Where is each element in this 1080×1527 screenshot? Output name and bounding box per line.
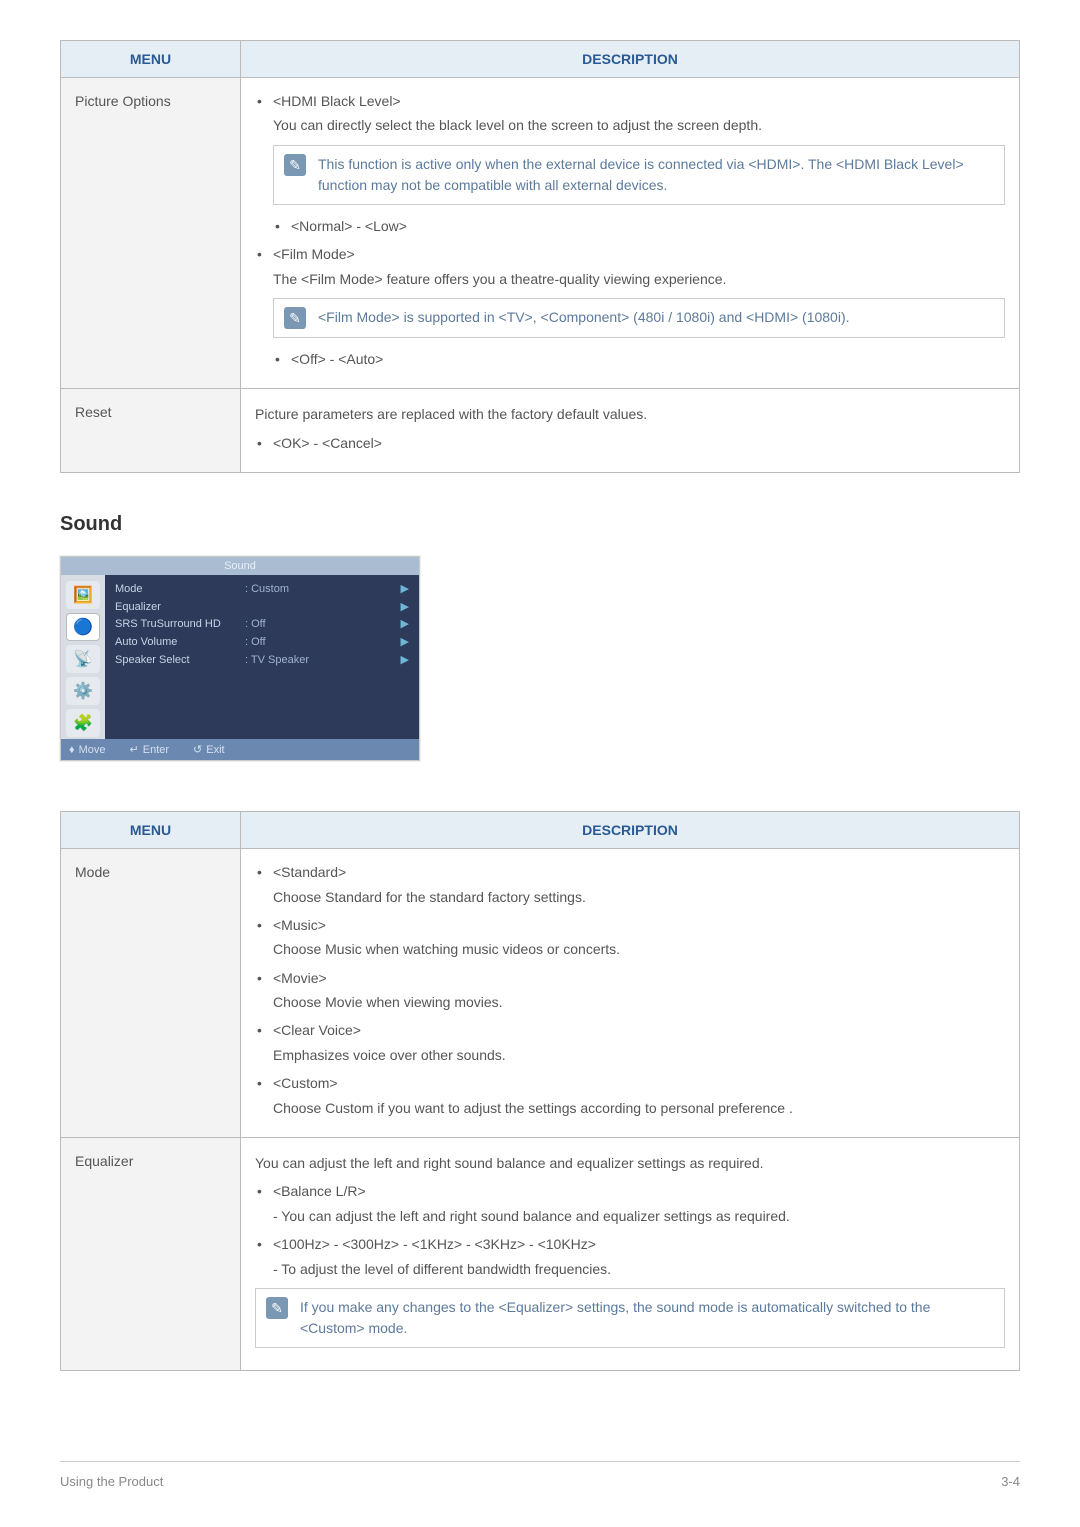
osd-row-value: : Custom xyxy=(245,581,395,599)
chevron-right-icon: ▶ xyxy=(401,599,409,617)
note-box: ✎ This function is active only when the … xyxy=(273,145,1005,205)
menu-cell: Reset xyxy=(61,389,241,473)
osd-row-label: SRS TruSurround HD xyxy=(115,616,245,634)
chevron-right-icon: ▶ xyxy=(401,634,409,652)
note-icon: ✎ xyxy=(284,307,306,329)
item-desc: Emphasizes voice over other sounds. xyxy=(273,1044,1005,1066)
osd-title: Sound xyxy=(61,557,419,575)
osd-tab-input-icon: 🧩 xyxy=(66,709,100,737)
sound-table: MENU DESCRIPTION Mode <Standard> Choose S… xyxy=(60,811,1020,1371)
col-menu-header: MENU xyxy=(61,812,241,849)
item-title: <Movie> xyxy=(273,970,327,986)
item-desc: The <Film Mode> feature offers you a the… xyxy=(273,268,1005,290)
osd-row-label: Equalizer xyxy=(115,599,245,617)
osd-tab-setup-icon: ⚙️ xyxy=(66,677,100,705)
item-desc: Choose Movie when viewing movies. xyxy=(273,991,1005,1013)
item-title: <Film Mode> xyxy=(273,246,355,262)
item-title: <HDMI Black Level> xyxy=(273,93,401,109)
osd-row-label: Mode xyxy=(115,581,245,599)
item-title: <Standard> xyxy=(273,864,346,880)
sub-item: <Off> - <Auto> xyxy=(273,348,1005,370)
item-title: <Custom> xyxy=(273,1075,338,1091)
table-row: Picture Options <HDMI Black Level> You c… xyxy=(61,78,1020,389)
item-title: <Music> xyxy=(273,917,326,933)
table-row: Equalizer You can adjust the left and ri… xyxy=(61,1138,1020,1371)
footer-right: 3-4 xyxy=(1001,1474,1020,1489)
sub-item: <Normal> - <Low> xyxy=(273,215,1005,237)
note-text: <Film Mode> is supported in <TV>, <Compo… xyxy=(318,307,994,328)
note-icon: ✎ xyxy=(266,1297,288,1319)
osd-content: Mode: Custom ▶ Equalizer ▶ SRS TruSurround… xyxy=(105,575,419,739)
desc-cell: <Standard> Choose Standard for the standa… xyxy=(241,849,1020,1138)
osd-footer-move: ♦ Move xyxy=(69,743,106,756)
osd-tab-sound-icon: 🔵 xyxy=(66,613,100,641)
item-title: <Clear Voice> xyxy=(273,1022,361,1038)
item-desc: Choose Standard for the standard factory… xyxy=(273,886,1005,908)
osd-tab-channel-icon: 📡 xyxy=(66,645,100,673)
table-row: Reset Picture parameters are replaced wi… xyxy=(61,389,1020,473)
chevron-right-icon: ▶ xyxy=(401,581,409,599)
item-desc: - To adjust the level of different bandw… xyxy=(273,1258,1005,1280)
osd-tab-picture-icon: 🖼️ xyxy=(66,581,100,609)
chevron-right-icon: ▶ xyxy=(401,652,409,670)
sound-heading: Sound xyxy=(60,513,1020,536)
osd-tabs: 🖼️ 🔵 📡 ⚙️ 🧩 xyxy=(61,575,105,739)
item-desc: You can directly select the black level … xyxy=(273,114,1005,136)
page-footer: Using the Product 3-4 xyxy=(60,1461,1020,1489)
sub-item: <OK> - <Cancel> xyxy=(255,432,1005,454)
item-desc: Choose Music when watching music videos … xyxy=(273,938,1005,960)
picture-options-table: MENU DESCRIPTION Picture Options <HDMI B… xyxy=(60,40,1020,473)
osd-row-label: Speaker Select xyxy=(115,652,245,670)
col-desc-header: DESCRIPTION xyxy=(241,812,1020,849)
footer-left: Using the Product xyxy=(60,1474,163,1489)
table-row: Mode <Standard> Choose Standard for the s… xyxy=(61,849,1020,1138)
osd-footer-exit: ↺ Exit xyxy=(193,743,225,756)
desc-cell: You can adjust the left and right sound … xyxy=(241,1138,1020,1371)
item-title: <100Hz> - <300Hz> - <1KHz> - <3KHz> - <1… xyxy=(273,1236,596,1252)
osd-row-value: : Off xyxy=(245,616,395,634)
osd-footer-enter: ↵ Enter xyxy=(130,743,170,756)
menu-cell: Picture Options xyxy=(61,78,241,389)
osd-row-label: Auto Volume xyxy=(115,634,245,652)
note-text: If you make any changes to the <Equalize… xyxy=(300,1297,994,1339)
item-title: <Balance L/R> xyxy=(273,1183,366,1199)
note-text: This function is active only when the ex… xyxy=(318,154,994,196)
osd-row-value: : Off xyxy=(245,634,395,652)
col-menu-header: MENU xyxy=(61,41,241,78)
desc-cell: <HDMI Black Level> You can directly sele… xyxy=(241,78,1020,389)
chevron-right-icon: ▶ xyxy=(401,616,409,634)
note-icon: ✎ xyxy=(284,154,306,176)
note-box: ✎ If you make any changes to the <Equali… xyxy=(255,1288,1005,1348)
item-desc: - You can adjust the left and right soun… xyxy=(273,1205,1005,1227)
plain-desc: You can adjust the left and right sound … xyxy=(255,1152,1005,1174)
menu-cell: Mode xyxy=(61,849,241,1138)
osd-footer: ♦ Move ↵ Enter ↺ Exit xyxy=(61,739,419,760)
menu-cell: Equalizer xyxy=(61,1138,241,1371)
item-desc: Choose Custom if you want to adjust the … xyxy=(273,1097,1005,1119)
osd-row-value: : TV Speaker xyxy=(245,652,395,670)
desc-cell: Picture parameters are replaced with the… xyxy=(241,389,1020,473)
col-desc-header: DESCRIPTION xyxy=(241,41,1020,78)
plain-desc: Picture parameters are replaced with the… xyxy=(255,403,1005,425)
note-box: ✎ <Film Mode> is supported in <TV>, <Com… xyxy=(273,298,1005,338)
sound-osd: Sound 🖼️ 🔵 📡 ⚙️ 🧩 Mode: Custom ▶ Equalize… xyxy=(60,556,420,761)
